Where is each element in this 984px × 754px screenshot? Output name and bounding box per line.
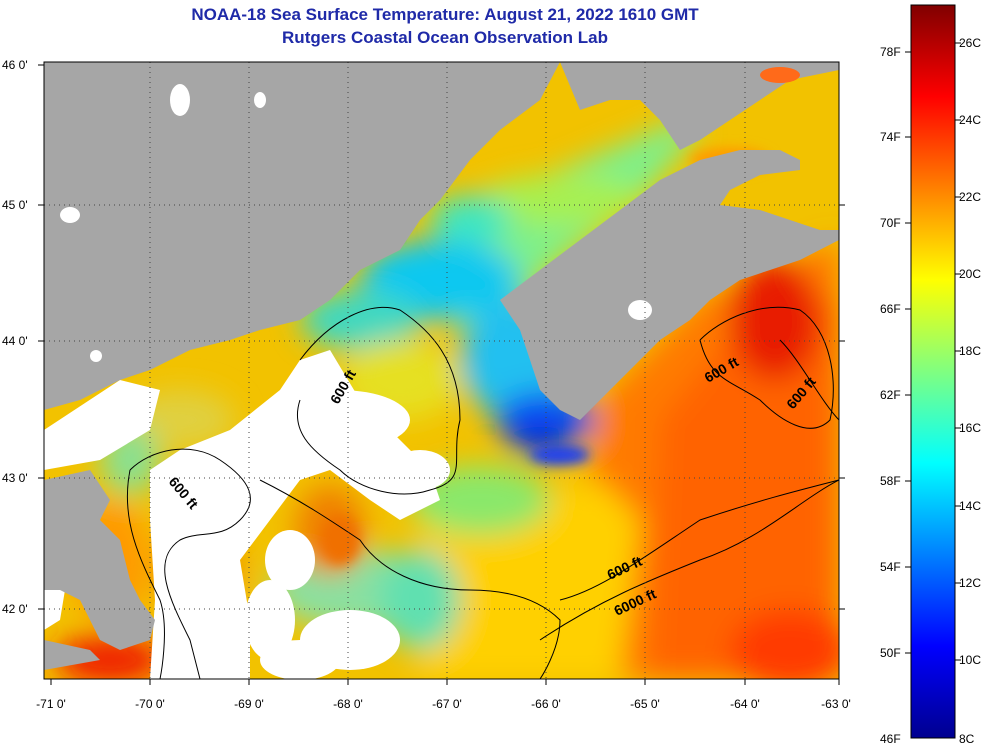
lat-label: 42 0' [2,602,28,616]
lon-label: -67 0' [432,697,462,711]
lon-label: -63 0' [821,697,851,711]
bathymetry-contours [126,306,839,679]
colorbar-f-label: 62F [880,388,901,402]
lon-label: -65 0' [630,697,660,711]
colorbar-c-label: 24C [959,113,981,127]
colorbar-f-label: 74F [880,130,901,144]
colorbar-c-label: 22C [959,190,981,204]
colorbar-c-label: 16C [959,421,981,435]
colorbar-c-label: 8C [959,732,975,746]
lat-label: 44 0' [2,334,28,348]
colorbar-c-label: 20C [959,267,981,281]
map-plot-area [44,62,839,679]
colorbar-c-label: 12C [959,576,981,590]
colorbar-ticks [905,42,961,661]
map-title: NOAA-18 Sea Surface Temperature: August … [191,5,699,24]
colorbar-f-label: 70F [880,216,901,230]
colorbar-f-label: 78F [880,45,901,59]
colorbar-gradient [910,4,956,739]
colorbar-c-label: 10C [959,653,981,667]
colorbar-f-label: 66F [880,302,901,316]
lat-axis: 46 0' 45 0' 44 0' 43 0' 42 0' [2,58,845,616]
lon-label: -68 0' [333,697,363,711]
colorbar-c-label: 14C [959,499,981,513]
colorbar-c-label: 26C [959,36,981,50]
colorbar-c-labels: 26C 24C 22C 20C 18C 16C 14C 12C 10C 8C [959,36,981,746]
lat-label: 43 0' [2,471,28,485]
map-subtitle: Rutgers Coastal Ocean Observation Lab [282,28,608,47]
map-frame [43,61,840,680]
colorbar-f-label: 58F [880,474,901,488]
lon-label: -66 0' [531,697,561,711]
colorbar-f-label: 46F [880,732,901,746]
lat-label: 45 0' [2,198,28,212]
lon-label: -70 0' [135,697,165,711]
lon-label: -71 0' [36,697,66,711]
lon-axis: -71 0' -70 0' -69 0' -68 0' -67 0' -66 0… [36,679,851,711]
lon-label: -69 0' [234,697,264,711]
lat-label: 46 0' [2,58,28,72]
land [44,62,839,670]
lakes [60,67,800,362]
colorbar-f-labels: 78F 74F 70F 66F 62F 58F 54F 50F 46F [880,45,901,746]
colorbar-f-label: 50F [880,646,901,660]
colorbar-c-label: 18C [959,344,981,358]
colorbar-f-label: 54F [880,560,901,574]
lon-label: -64 0' [730,697,760,711]
